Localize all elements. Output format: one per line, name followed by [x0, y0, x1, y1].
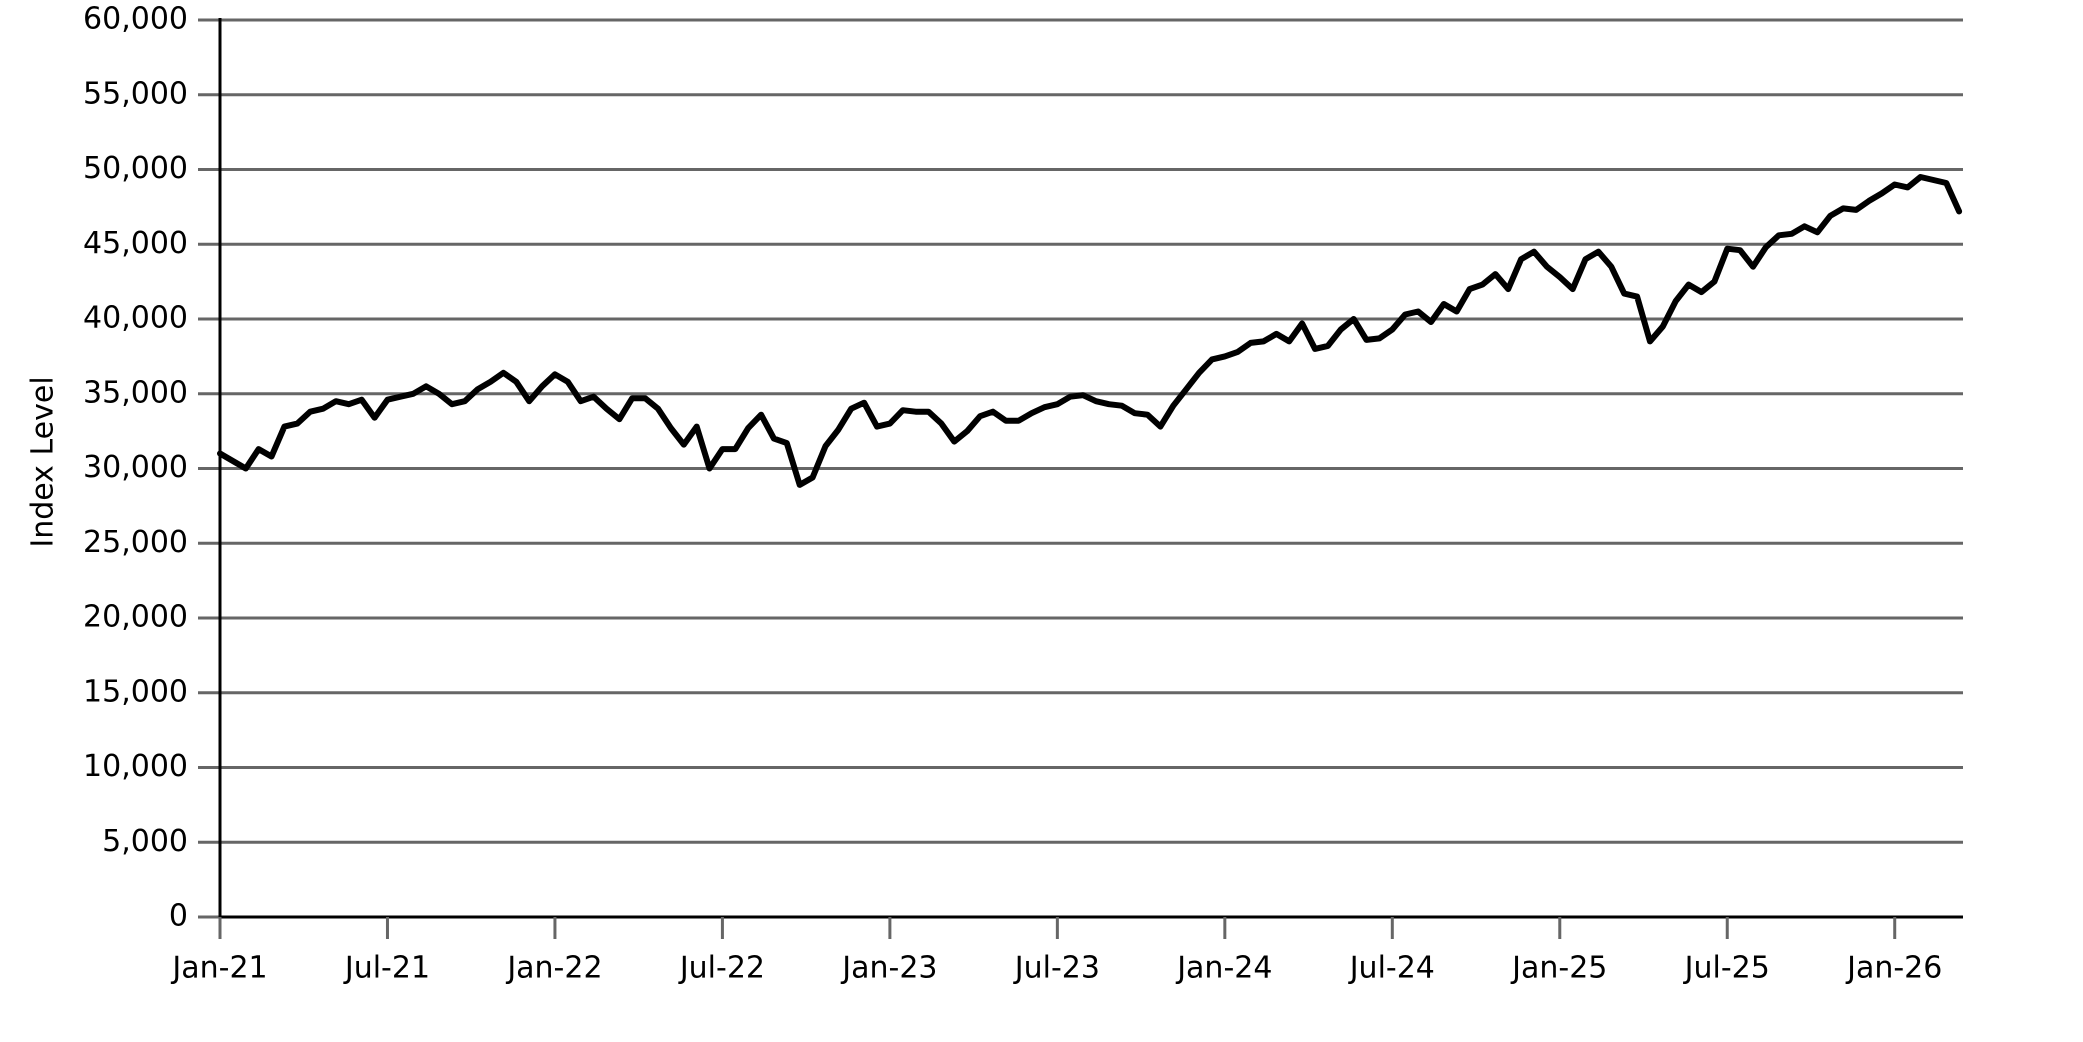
x-tick-label: Jul-24: [1348, 951, 1435, 986]
y-tick-label: 30,000: [83, 450, 188, 485]
y-tick-label: 40,000: [83, 301, 188, 336]
x-tick-label: Jul-21: [343, 951, 430, 986]
x-tick-label: Jan-23: [840, 951, 937, 986]
y-tick-label: 25,000: [83, 525, 188, 560]
y-tick-label: 45,000: [83, 226, 188, 261]
x-tick-label: Jan-26: [1845, 951, 1942, 986]
x-tick-label: Jul-22: [678, 951, 765, 986]
y-tick-label: 60,000: [83, 2, 188, 37]
y-tick-label: 0: [169, 899, 188, 934]
x-tick-label: Jan-25: [1510, 951, 1607, 986]
y-tick-label: 15,000: [83, 674, 188, 709]
y-tick-label: 10,000: [83, 749, 188, 784]
x-tick-label: Jul-23: [1013, 951, 1100, 986]
x-tick-label: Jan-22: [505, 951, 602, 986]
y-tick-label: 50,000: [83, 151, 188, 186]
y-tick-label: 20,000: [83, 600, 188, 635]
x-tick-label: Jul-25: [1683, 951, 1770, 986]
x-tick-label: Jan-21: [170, 951, 267, 986]
x-tick-label: Jan-24: [1175, 951, 1272, 986]
y-tick-label: 55,000: [83, 76, 188, 111]
data-line: [217, 174, 1963, 488]
y-axis-label: Index Level: [26, 376, 61, 547]
y-tick-label: 5,000: [102, 824, 188, 859]
y-tick-label: 35,000: [83, 375, 188, 410]
